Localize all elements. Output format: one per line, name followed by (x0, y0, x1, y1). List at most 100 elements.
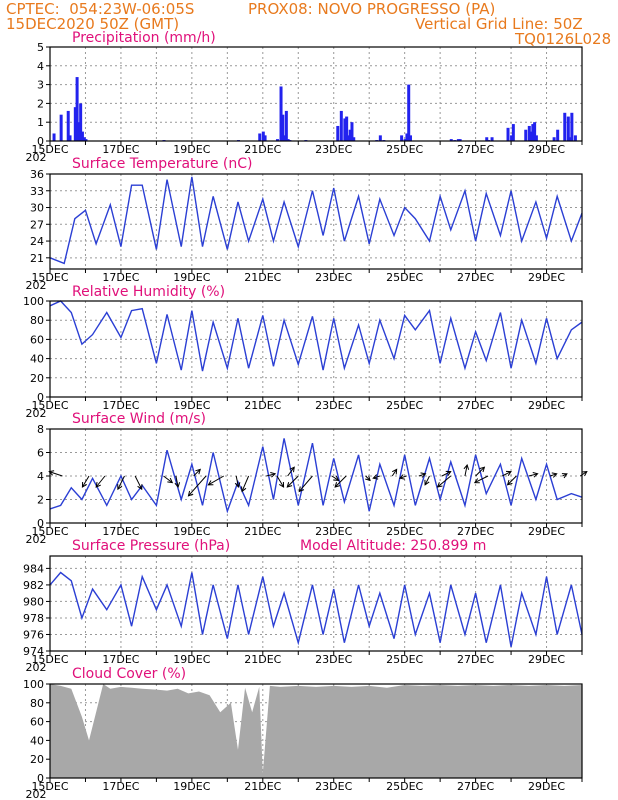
y-tick-label: 0 (37, 135, 44, 148)
wind-arrow (579, 471, 588, 477)
panel-title: Relative Humidity (%) (72, 284, 225, 300)
series-line (49, 571, 583, 648)
precip-bar (533, 122, 537, 141)
wind-arrow-head (174, 482, 181, 489)
wind-arrow (175, 475, 179, 488)
precip-bar (284, 110, 288, 141)
wind-arrow-head (445, 470, 452, 476)
x-tick-label: 21DEC (244, 399, 281, 412)
header-line2-left: 15DEC2020 50Z (GMT) (6, 15, 180, 33)
wind-arrow (95, 475, 106, 488)
wind-arrow-head (187, 490, 194, 497)
x-tick-label: 27DEC (457, 525, 494, 538)
panel-title: Surface Wind (m/s) (72, 411, 206, 427)
x-tick-label: 17DEC (102, 399, 139, 412)
wind-arrow (49, 471, 63, 477)
x-tick-label: 29DEC (528, 271, 565, 284)
precip-bar (346, 135, 350, 141)
wind-arrow-head (479, 466, 486, 473)
cloud-cover-area (50, 684, 582, 778)
x-tick-label: 15DEC (31, 653, 68, 666)
header-line1-left: CPTEC: 054:23W-06:05S (6, 0, 195, 18)
y-tick-label: 982 (23, 579, 44, 592)
precip-bar (552, 137, 556, 141)
wind-arrow (81, 475, 90, 488)
x-tick-label: 17DEC (102, 653, 139, 666)
precip-bar (458, 139, 462, 141)
x-tick-label: 21DEC (244, 780, 281, 793)
y-tick-label: 100 (23, 678, 44, 691)
y-tick-label: 24 (30, 235, 44, 248)
wind-arrow (287, 466, 295, 477)
precip-bar (261, 131, 265, 141)
wind-arrow (241, 475, 250, 492)
precip-bar (403, 139, 407, 141)
x-tick-label: 23DEC (315, 653, 352, 666)
y-tick-label: 6 (37, 447, 44, 460)
y-tick-label: 60 (30, 716, 44, 729)
precip-bar (286, 139, 290, 141)
header-line3-right: TQ0126L028 (515, 30, 612, 48)
wind-arrow-head (561, 473, 568, 479)
precip-bar (456, 139, 460, 141)
panel-3 (46, 428, 588, 527)
wind-arrow (117, 475, 125, 490)
precip-bar (529, 131, 533, 141)
x-tick-label: 17DEC (102, 271, 139, 284)
x-tick-label: 15DEC (31, 143, 68, 156)
wind-arrow (208, 475, 225, 486)
y-tick-label: 80 (30, 314, 44, 327)
x-year-label: 202 (26, 533, 47, 546)
wind-arrow (193, 469, 201, 477)
wind-arrow-head (551, 472, 558, 478)
precip-bar (405, 133, 409, 141)
y-tick-label: 4 (37, 470, 44, 483)
x-tick-label: 29DEC (528, 653, 565, 666)
y-tick-label: 36 (30, 168, 44, 181)
precip-bar (258, 133, 262, 141)
series-line (49, 176, 583, 265)
precip-bar (68, 135, 72, 141)
x-tick-label: 19DEC (173, 271, 210, 284)
precip-bar (80, 131, 84, 141)
wind-arrow (331, 475, 339, 481)
panel-frame (49, 173, 583, 270)
precip-bar (263, 135, 267, 141)
wind-arrow (298, 475, 313, 492)
wind-arrow-head (436, 482, 443, 488)
wind-arrow (163, 475, 173, 484)
x-tick-label: 23DEC (315, 525, 352, 538)
precip-bar (345, 116, 349, 141)
x-tick-label: 21DEC (244, 271, 281, 284)
x-tick-label: 17DEC (102, 143, 139, 156)
precip-bar (570, 112, 574, 141)
series-line (49, 438, 583, 514)
wind-arrow-head (506, 479, 513, 486)
wind-arrow-head (270, 472, 277, 478)
wind-arrow-head (95, 481, 101, 488)
wind-arrow-head (391, 468, 398, 475)
y-tick-label: 21 (30, 252, 44, 265)
x-tick-label: 15DEC (31, 525, 68, 538)
x-tick-label: 19DEC (173, 525, 210, 538)
y-tick-label: 20 (30, 372, 44, 385)
wind-arrow-head (117, 484, 123, 491)
wind-arrow (424, 475, 430, 486)
wind-arrow-head (473, 478, 480, 484)
wind-arrow-head (234, 482, 241, 489)
y-tick-label: 33 (30, 185, 44, 198)
y-tick-label: 20 (30, 753, 44, 766)
precip-bar (527, 125, 531, 141)
x-tick-label: 21DEC (244, 143, 281, 156)
precip-bar (52, 133, 56, 141)
x-tick-label: 23DEC (315, 780, 352, 793)
panel-0 (46, 46, 583, 145)
precip-bar (566, 116, 570, 141)
wind-arrow (276, 475, 285, 488)
y-tick-label: 8 (37, 423, 44, 436)
precip-bar (485, 137, 489, 141)
precip-bar (510, 135, 514, 141)
y-tick-label: 984 (23, 562, 44, 575)
precip-bar (275, 139, 279, 141)
wind-arrow-head (581, 471, 588, 477)
